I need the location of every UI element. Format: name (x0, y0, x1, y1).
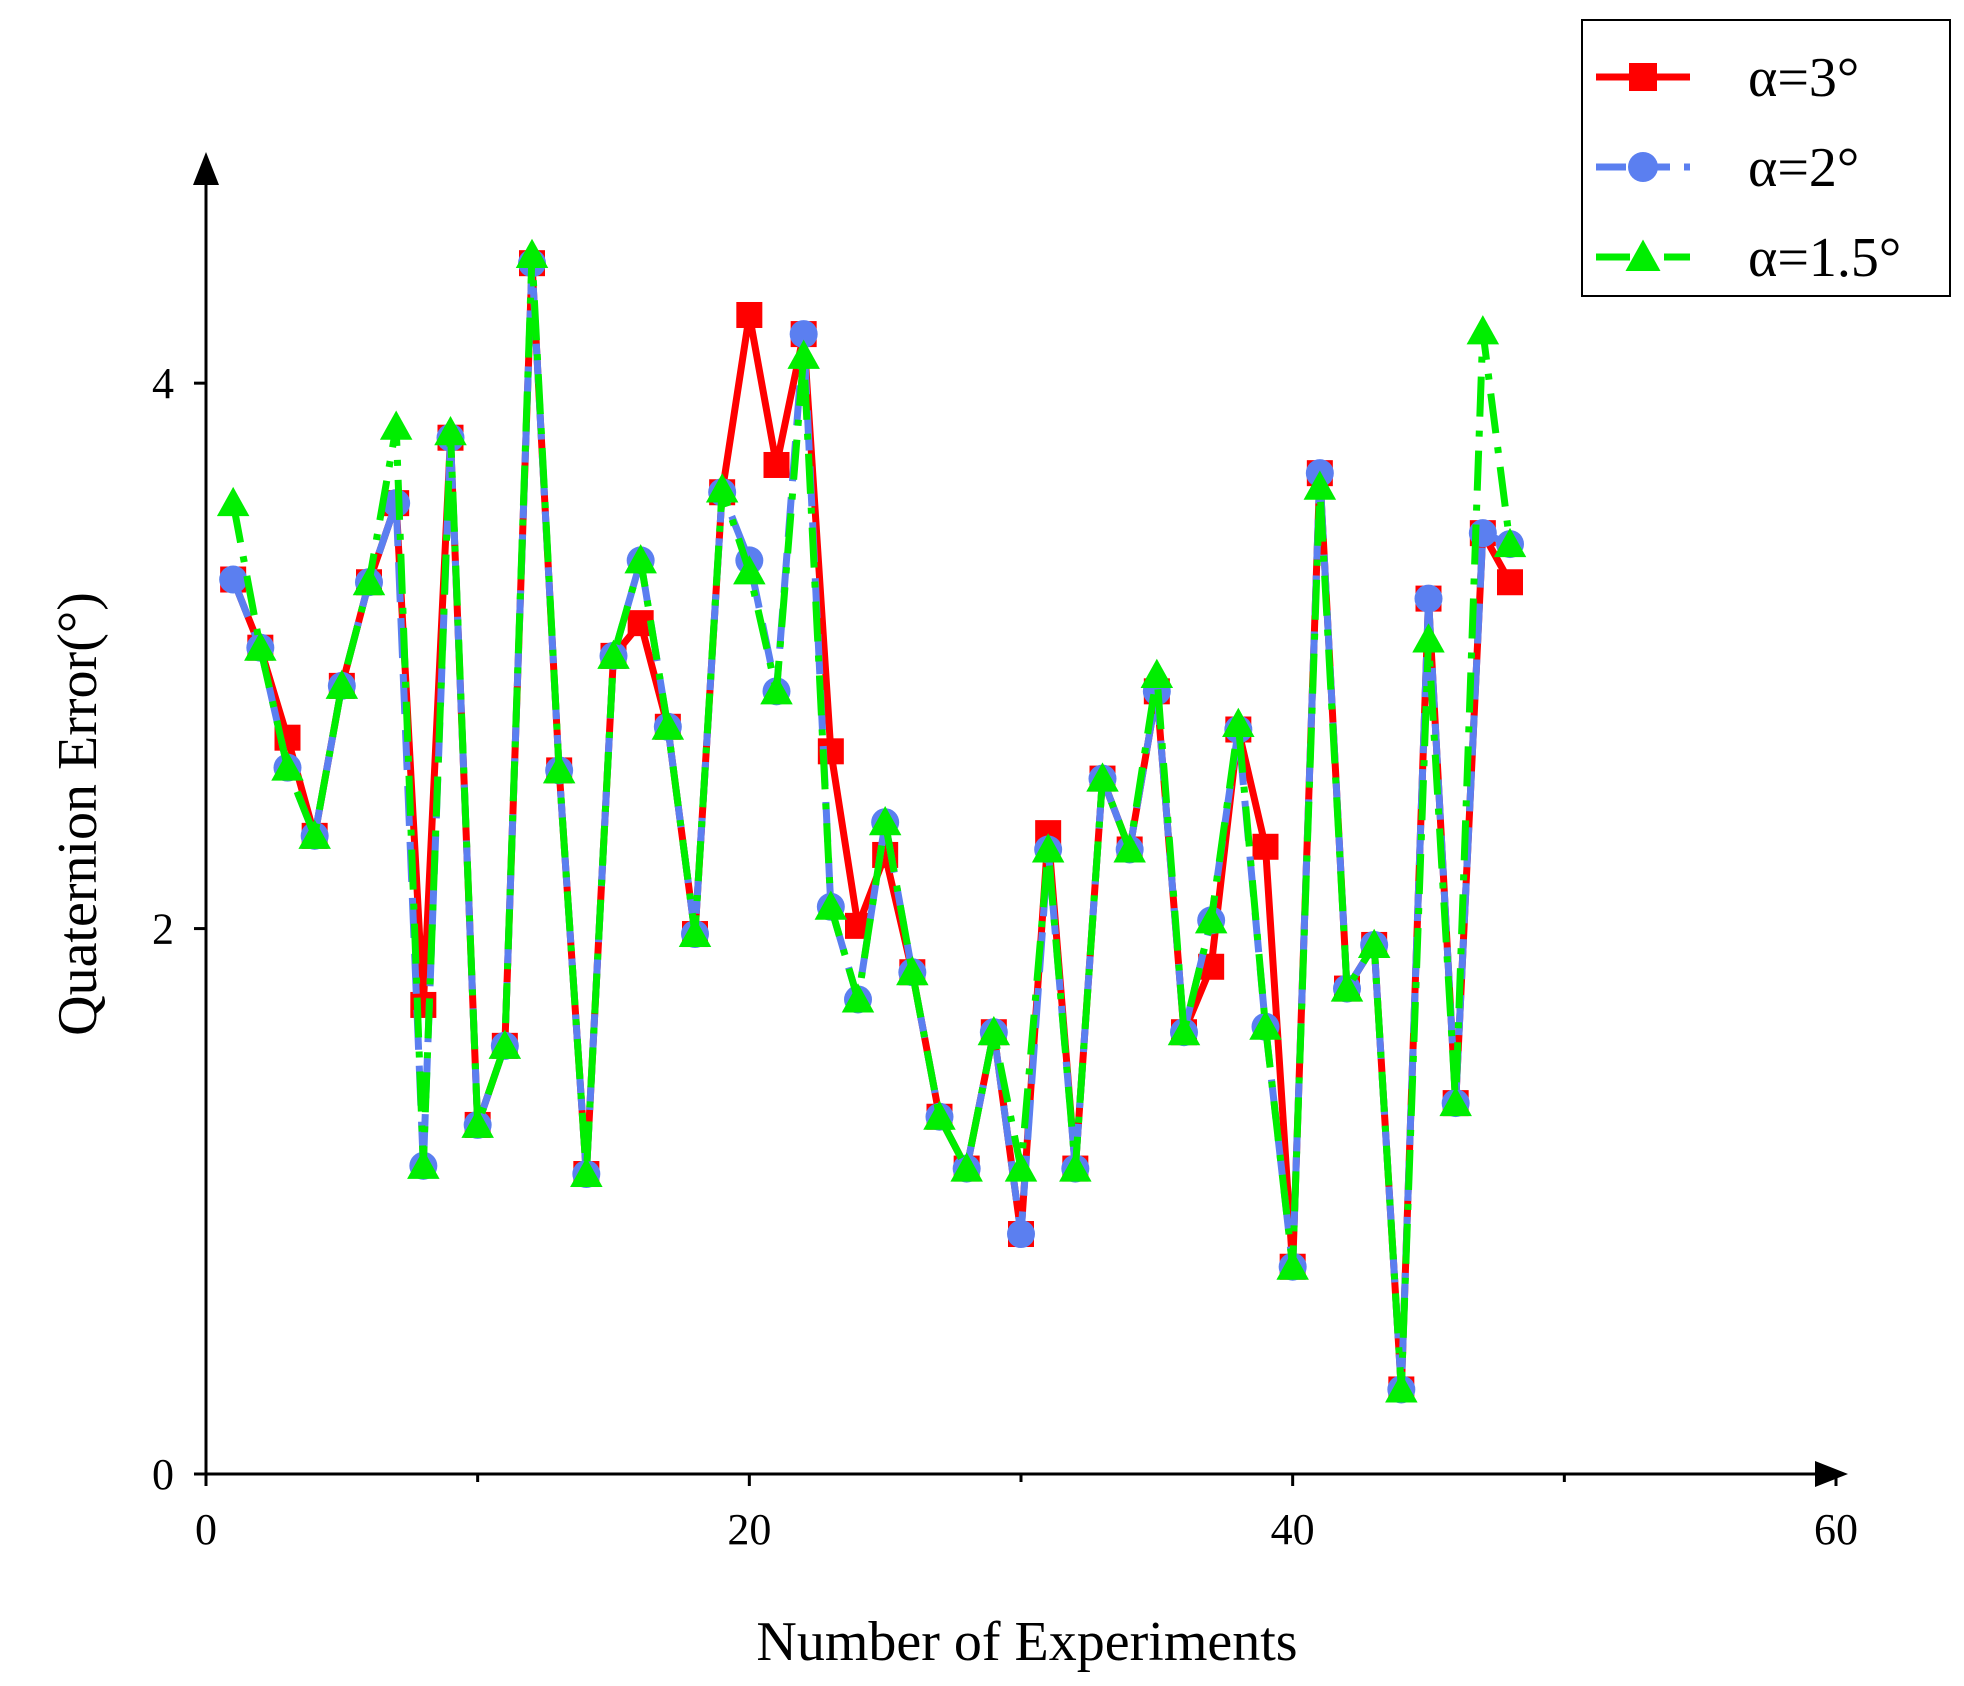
data-point-marker (1059, 1152, 1092, 1182)
y-axis-title: Quaternion Error(°) (47, 592, 109, 1036)
data-point-marker (298, 819, 331, 849)
data-point-marker (1412, 623, 1445, 653)
data-point-marker (379, 410, 413, 440)
data-point-marker (407, 1149, 440, 1179)
data-point-marker (705, 473, 739, 503)
data-point-marker (950, 1152, 983, 1182)
data-point-marker (542, 754, 576, 784)
data-point-marker (1497, 569, 1523, 596)
x-tick-label: 40 (1271, 1505, 1315, 1554)
data-point-marker (1252, 833, 1279, 860)
data-point-marker (1303, 470, 1337, 500)
data-point-marker (461, 1108, 494, 1138)
series-3 (216, 238, 1527, 1403)
ticks: 0 20 40 60 0 2 4 (152, 359, 1858, 1554)
series-group (216, 238, 1527, 1404)
data-point-marker (1357, 928, 1391, 958)
y-axis-arrow-icon (193, 152, 219, 185)
data-point-marker (1439, 1086, 1472, 1117)
data-point-marker (977, 1015, 1011, 1046)
data-point-marker (763, 451, 790, 478)
data-point-marker (923, 1100, 956, 1130)
data-point-marker (570, 1157, 603, 1188)
legend: α=3° α=2° α=1.5° (1581, 19, 1951, 297)
data-point-marker (651, 710, 685, 740)
data-point-marker (787, 339, 820, 369)
data-point-marker (1466, 315, 1500, 345)
data-point-marker (841, 983, 875, 1013)
data-point-marker (760, 675, 793, 705)
data-point-marker (325, 669, 359, 699)
data-point-marker (1493, 527, 1527, 558)
series-line (229, 259, 1514, 1393)
data-point-marker (1140, 658, 1174, 688)
legend-marker (1629, 63, 1657, 91)
y-tick-label: 4 (152, 359, 174, 408)
data-point-marker (789, 320, 818, 349)
data-point-marker (733, 555, 766, 585)
series-line (229, 251, 1514, 1393)
data-point-marker (434, 416, 467, 446)
data-point-marker (271, 751, 304, 781)
data-point-marker (1276, 1250, 1309, 1280)
x-axis-title: Number of Experiments (756, 1611, 1297, 1673)
x-axis-arrow-icon (1815, 1461, 1848, 1487)
data-point-marker (678, 917, 712, 948)
data-point-marker (1004, 1152, 1038, 1182)
data-point-marker (736, 301, 763, 328)
data-point-marker (515, 238, 549, 268)
data-point-marker (624, 544, 657, 574)
series-line (229, 259, 1512, 1393)
x-tick-label: 60 (1814, 1505, 1858, 1554)
series-1 (220, 250, 1523, 1403)
axes (193, 152, 1848, 1487)
data-point-marker (1222, 707, 1255, 738)
data-point-marker (244, 631, 277, 661)
legend-marker (1628, 152, 1658, 182)
data-point-marker (352, 565, 386, 596)
y-tick-label: 0 (152, 1450, 174, 1499)
data-point-marker (1086, 762, 1119, 792)
data-point-marker (219, 565, 248, 594)
y-tick-label: 2 (152, 905, 174, 954)
legend-marker (1625, 239, 1661, 271)
legend-label: α=1.5° (1748, 227, 1901, 289)
x-tick-label: 20 (727, 1505, 771, 1554)
data-point-marker (868, 805, 902, 836)
data-point-marker (1167, 1015, 1201, 1046)
data-point-marker (896, 955, 929, 986)
x-tick-label: 0 (195, 1505, 217, 1554)
data-point-marker (1249, 1010, 1282, 1040)
data-point-marker (1113, 833, 1146, 863)
data-point-marker (1031, 833, 1065, 863)
data-point-marker (1330, 972, 1364, 1002)
data-point-marker (1385, 1373, 1418, 1403)
legend-label: α=3° (1748, 47, 1859, 109)
data-point-marker (1007, 1220, 1035, 1249)
data-point-marker (814, 890, 848, 920)
legend-label: α=2° (1748, 137, 1859, 199)
data-point-marker (1414, 584, 1443, 613)
data-point-marker (488, 1029, 522, 1059)
data-point-marker (1194, 904, 1228, 934)
data-point-marker (216, 486, 250, 517)
data-point-marker (597, 639, 630, 669)
